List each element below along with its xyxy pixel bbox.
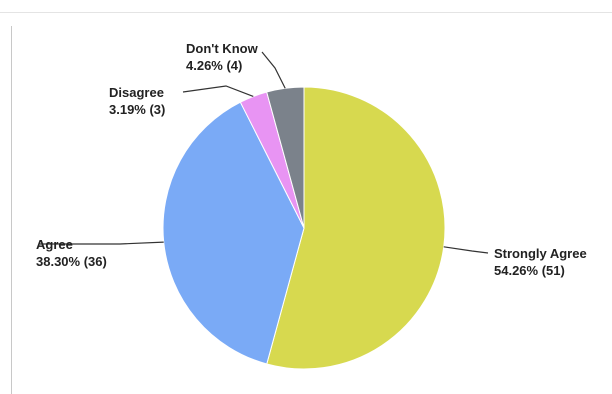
slice-agree — [162, 101, 305, 365]
leader-lines — [40, 51, 489, 254]
slice-value-strongly-agree: 54.26% (51) — [494, 263, 565, 278]
slice-value-don-t-know: 4.26% (4) — [186, 58, 242, 73]
slice-label-disagree: Disagree — [109, 85, 164, 100]
pie-slices — [162, 86, 446, 370]
leader-line-disagree — [182, 85, 254, 97]
slice-strongly-agree — [266, 86, 446, 370]
slice-label-agree: Agree — [36, 237, 73, 252]
slice-label-don-t-know: Don't Know — [186, 41, 259, 56]
slice-labels: Strongly Agree 54.26% (51) Agree 38.30% (36… — [36, 41, 587, 278]
slice-value-agree: 38.30% (36) — [36, 254, 107, 269]
slice-value-disagree: 3.19% (3) — [109, 102, 165, 117]
left-divider — [11, 26, 12, 394]
top-divider — [0, 12, 612, 13]
leader-line-strongly-agree — [443, 246, 489, 254]
leader-line-agree — [40, 241, 164, 245]
slice-label-strongly-agree: Strongly Agree — [494, 246, 587, 261]
leader-line-don-t-know — [261, 51, 286, 89]
